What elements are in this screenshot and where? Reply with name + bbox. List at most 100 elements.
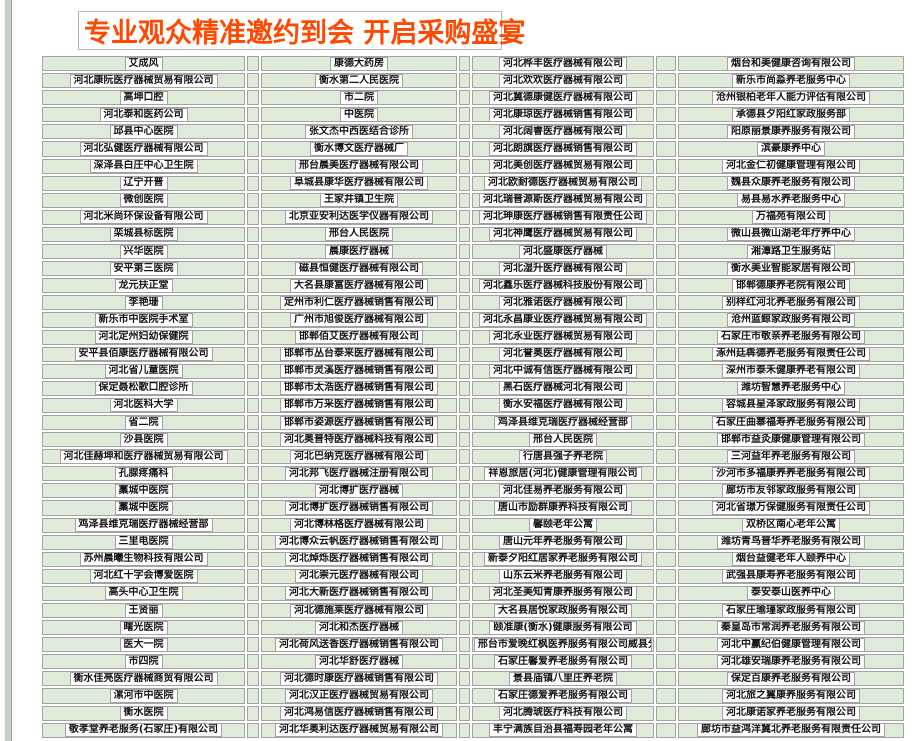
filler-cell — [656, 90, 676, 106]
company-name: 衡水美业智能家居有限公司 — [727, 262, 855, 276]
company-name: 河北欢欢医疗器械有限公司 — [499, 74, 627, 88]
table-cell: 衡水美业智能家居有限公司 — [678, 261, 904, 277]
table-cell: 河北雄安瑞康养老服务有限公司 — [678, 654, 904, 670]
company-name: 河北雅诺医疗器械有限公司 — [499, 296, 627, 310]
filler-cell — [247, 534, 259, 550]
company-name: 王家井镇卫生院 — [320, 193, 398, 207]
company-name: 安平县佰康医疗器械有限公司 — [74, 347, 213, 361]
table-cell: 别样红河北养老服务有限公司 — [678, 295, 904, 311]
table-cell: 衡水博文医疗器械厂 — [261, 141, 457, 157]
filler-cell — [656, 244, 676, 260]
company-name: 河北鑫乐医疗器械科技股份有限公司 — [479, 279, 647, 293]
company-name: 廊坊市友邻家政服务有限公司 — [722, 484, 860, 498]
table-cell: 苏州晨曦生物科技有限公司 — [42, 551, 245, 567]
table-cell: 河北泰和医药公司 — [42, 107, 245, 123]
table-cell: 王贤丽 — [42, 603, 245, 619]
filler-cell — [656, 414, 676, 431]
company-name: 河北博扩医疗器械销售有限公司 — [285, 501, 433, 515]
company-name: 邢台人民医院 — [529, 433, 597, 447]
filler-cell — [459, 346, 470, 362]
company-name: 深泽县白庄中心卫生院 — [89, 159, 198, 173]
company-name: 医大一院 — [119, 638, 168, 652]
filler-cell — [459, 500, 470, 516]
filler-cell — [656, 312, 676, 328]
table-cell: 河北荷风送香医疗器械销售有限公司 — [261, 637, 457, 653]
company-name: 河北湿升医疗器械有限公司 — [499, 262, 627, 276]
company-name: 石家庄瑜瑾家政服务有限公司 — [722, 604, 860, 618]
company-name: 省二院 — [124, 415, 163, 430]
filler-cell — [459, 568, 470, 584]
filler-cell — [459, 637, 470, 653]
filler-cell — [656, 261, 676, 277]
company-name: 广州市旭俊医疗器械有限公司 — [290, 313, 428, 327]
company-name: 魏县众康养老服务有限公司 — [727, 176, 855, 190]
table-cell: 阳原丽景康养服务有限公司 — [678, 124, 904, 140]
table-cell: 河北湿升医疗器械有限公司 — [472, 261, 654, 277]
table-cell: 衡水安福医疗器械有限公司 — [472, 397, 654, 413]
filler-cell — [247, 483, 259, 499]
table-cell: 龙元扶正堂 — [42, 278, 245, 294]
filler-cell — [656, 278, 676, 294]
filler-cell — [459, 620, 470, 636]
table-cell: 廊坊市益鸿洋冀北养老服务有限责任公司 — [678, 722, 904, 738]
company-name: 邯郸佰艾医疗器械有限公司 — [295, 330, 423, 344]
table-cell: 邯郸市丛台泰来医疗器械有限公司 — [261, 346, 457, 362]
company-name: 河北冀德康健医疗器械有限公司 — [489, 91, 637, 105]
table-cell: 磁县恒健医疗器械有限公司 — [261, 261, 457, 277]
company-name: 阜城县康华医疗器械有限公司 — [290, 176, 428, 190]
page-title: 专业观众精准邀约到会 开启采购盛宴 — [84, 18, 526, 49]
filler-cell — [459, 56, 470, 72]
company-name: 苏州晨曦生物科技有限公司 — [79, 552, 208, 566]
company-name: 河北博众云帆医疗器械销售有限公司 — [275, 535, 443, 549]
company-name: 河北金仁初健康管理有限公司 — [722, 159, 860, 173]
table-cell: 邢台晨美医疗器械有限公司 — [261, 158, 457, 174]
filler-cell — [656, 688, 676, 704]
company-name: 烟台和美健康咨询有限公司 — [727, 57, 855, 71]
filler-cell — [656, 329, 676, 345]
filler-cell — [247, 671, 259, 687]
company-name: 邢台市爱晚红枫医养服务有限公司威县分公司 — [473, 638, 653, 652]
filler-cell — [247, 124, 259, 140]
table-cell: 河北圣美知青康养服务有限公司 — [472, 585, 654, 601]
table-cell: 河北珅康医疗器械销售有限责任公司 — [472, 209, 654, 225]
table-cell: 河北永业医疗器械贸易有限公司 — [472, 329, 654, 345]
filler-cell — [656, 158, 676, 174]
filler-cell — [656, 380, 676, 396]
company-name: 中医院 — [340, 108, 378, 122]
filler-cell — [247, 346, 259, 362]
company-name: 河北永昌康业医疗器械贸易有限公司 — [479, 313, 647, 327]
filler-cell — [459, 141, 470, 157]
table-cell: 高坤口腔 — [42, 90, 245, 106]
company-name: 秦皇岛市常润养老服务有限公司 — [717, 621, 865, 635]
filler-cell — [459, 466, 470, 482]
filler-cell — [247, 705, 259, 721]
company-name: 三河益年养老服务有限公司 — [727, 450, 855, 464]
company-name: 烟台益健老年人颐养中心 — [732, 552, 850, 566]
filler-cell — [656, 363, 676, 379]
company-name: 河北桦丰医疗器械有限公司 — [499, 57, 627, 71]
company-name: 河北盛康医疗器械 — [519, 245, 607, 259]
filler-cell — [459, 688, 470, 704]
company-name: 市二院 — [340, 91, 378, 105]
table-cell: 河北医科大学 — [42, 397, 245, 413]
company-name: 北京亚安利达医学仪器有限公司 — [285, 210, 433, 224]
table-cell: 河北博扩医疗器械销售有限公司 — [261, 500, 457, 516]
company-name: 河北定州妇幼保健院 — [94, 330, 193, 344]
company-name: 容城县星泽家政服务有限公司 — [722, 398, 860, 412]
table-cell: 孔腺疼痛科 — [42, 466, 245, 482]
company-name: 河北弘健医疗器械有限公司 — [79, 142, 208, 156]
company-name: 河北巴纳克医疗器械有限公司 — [290, 450, 428, 464]
company-name: 保定百康养老服务有限公司 — [727, 672, 855, 686]
table-cell: 河北瑞普源斯医疗器械贸易有限公司 — [472, 192, 654, 208]
table-cell: 兴华医院 — [42, 244, 245, 260]
table-cell: 河北德时康医疗器械销售有限公司 — [261, 671, 457, 687]
filler-cell — [459, 312, 470, 328]
company-name: 河北誉奥医疗器械有限公司 — [499, 347, 627, 361]
filler-cell — [247, 568, 259, 584]
company-name: 石家庄曲寨福寿养老服务有限公司 — [712, 415, 870, 430]
company-name: 别样红河北养老服务有限公司 — [722, 296, 860, 310]
filler-cell — [656, 517, 676, 533]
filler-cell — [459, 722, 470, 738]
table-cell: 景县庙镇八里庄养老院 — [472, 671, 654, 687]
company-name: 邯郸德康养老院有限公司 — [732, 279, 850, 293]
